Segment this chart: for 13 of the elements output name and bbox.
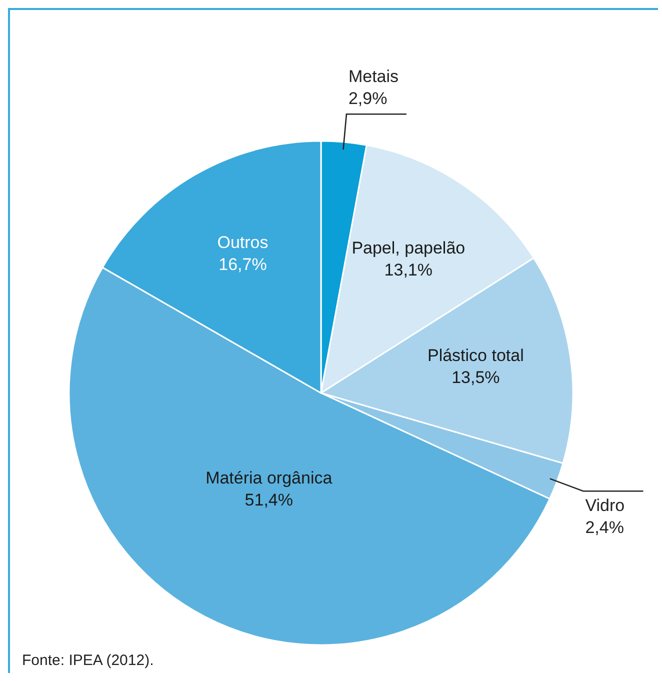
data-label: 51,4%	[244, 490, 293, 510]
slice-label: Vidro	[585, 496, 625, 516]
data-label: 2,9%	[348, 89, 388, 108]
source-note: Fonte: IPEA (2012).	[22, 652, 154, 669]
data-label: 16,7%	[218, 254, 267, 274]
data-label: 13,1%	[384, 260, 433, 280]
data-label: 2,4%	[585, 518, 624, 538]
slice-label: Plástico total	[427, 346, 524, 365]
slice-label: Papel, papelão	[352, 238, 466, 258]
data-label: 13,5%	[452, 368, 500, 387]
slice-label: Matéria orgânica	[206, 468, 333, 488]
slice-label: Metais	[348, 67, 399, 86]
slice-label: Outros	[217, 232, 268, 252]
